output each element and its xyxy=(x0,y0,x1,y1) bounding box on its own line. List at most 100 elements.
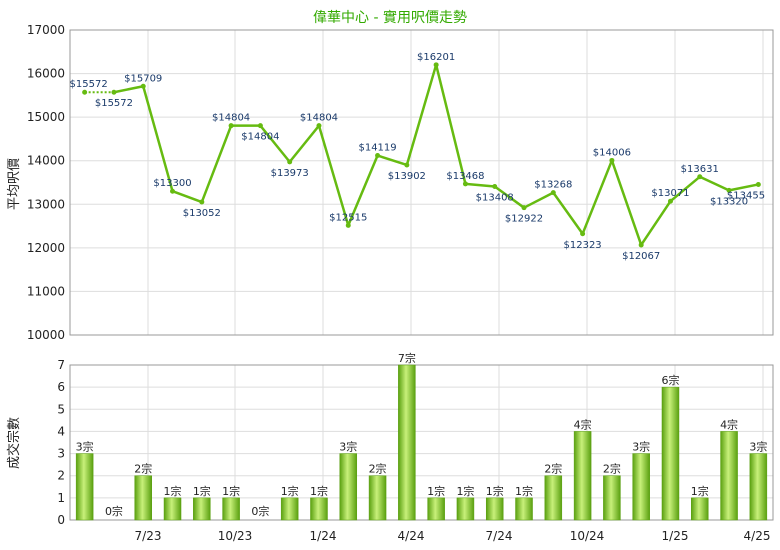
price-point xyxy=(316,123,322,129)
volume-data-label: 1宗 xyxy=(310,484,328,498)
volume-bar xyxy=(720,431,738,521)
line-y-tick-label: 15000 xyxy=(27,110,65,124)
price-point xyxy=(287,159,293,165)
price-data-label: $12515 xyxy=(329,212,367,223)
volume-data-label: 4宗 xyxy=(720,417,738,431)
price-point xyxy=(697,174,703,180)
price-data-label: $14804 xyxy=(300,113,338,124)
line-y-tick-label: 10000 xyxy=(27,328,65,342)
price-point xyxy=(492,184,498,190)
price-point xyxy=(726,187,732,193)
price-data-label: $12067 xyxy=(622,251,660,262)
volume-data-label: 6宗 xyxy=(661,373,679,387)
volume-data-label: 1宗 xyxy=(691,484,709,498)
volume-data-label: 2宗 xyxy=(134,462,152,476)
volume-data-label: 1宗 xyxy=(515,484,533,498)
bar-y-axis-label: 成交宗數 xyxy=(6,417,22,469)
volume-bar xyxy=(456,497,475,521)
volume-bar xyxy=(749,453,768,521)
price-data-label: $16201 xyxy=(417,52,455,63)
volume-bar xyxy=(691,497,709,521)
price-point xyxy=(170,188,176,194)
price-data-label: $13455 xyxy=(727,190,765,201)
volume-data-label: 2宗 xyxy=(544,462,562,476)
price-point xyxy=(667,198,673,204)
price-point xyxy=(199,199,205,205)
volume-data-label: 1宗 xyxy=(222,484,240,498)
price-data-label: $13320 xyxy=(710,196,748,207)
price-point xyxy=(433,62,439,68)
price-point xyxy=(638,242,644,248)
volume-data-label: 0宗 xyxy=(105,504,123,518)
volume-bar xyxy=(398,364,416,521)
line-y-tick-label: 11000 xyxy=(27,284,65,298)
volume-data-label: 1宗 xyxy=(193,484,211,498)
volume-bar xyxy=(339,453,358,521)
price-point xyxy=(755,181,761,187)
price-point xyxy=(580,231,586,237)
line-plot-frame xyxy=(69,29,774,336)
x-tick-label: 10/24 xyxy=(570,529,605,543)
volume-bar xyxy=(134,475,152,521)
price-point xyxy=(82,89,88,95)
line-y-axis-label: 平均呎價 xyxy=(7,158,22,210)
volume-bar xyxy=(310,497,328,521)
bar-y-tick-label: 3 xyxy=(57,447,65,461)
price-line-panel: 10000 11000 12000 13000 14000 15000 16000 17000… xyxy=(27,23,774,342)
bar-y-tick-label: 7 xyxy=(57,358,65,372)
volume-data-label: 1宗 xyxy=(456,484,474,498)
volume-data-label: 7宗 xyxy=(398,351,416,365)
price-data-label: $12323 xyxy=(564,240,602,251)
bar-y-tick-label: 4 xyxy=(57,424,65,438)
volume-data-label: 4宗 xyxy=(574,417,592,431)
x-tick-label: 1/25 xyxy=(662,529,689,543)
volume-bar xyxy=(515,497,533,521)
bar-y-tick-label: 1 xyxy=(57,491,65,505)
price-data-label: $13468 xyxy=(446,171,484,182)
volume-bar xyxy=(75,453,94,521)
price-data-label: $13631 xyxy=(681,164,719,175)
bar-y-tick-label: 6 xyxy=(57,380,65,394)
price-point xyxy=(550,190,556,196)
line-y-tick-label: 12000 xyxy=(27,241,65,255)
volume-data-label: 3宗 xyxy=(632,440,650,454)
price-data-label: $12922 xyxy=(505,214,543,225)
volume-bar xyxy=(427,497,445,521)
volume-bar xyxy=(544,475,563,521)
volume-data-label: 3宗 xyxy=(339,440,357,454)
line-y-tick-label: 17000 xyxy=(27,23,65,37)
price-data-label: $13071 xyxy=(651,188,689,199)
volume-data-label: 0宗 xyxy=(251,504,269,518)
volume-bar xyxy=(632,453,650,521)
line-y-tick-label: 16000 xyxy=(27,67,65,81)
volume-data-label: 2宗 xyxy=(603,462,621,476)
price-data-label: $13408 xyxy=(476,193,514,204)
price-data-label: $15709 xyxy=(124,73,162,84)
volume-data-label: 3宗 xyxy=(749,440,767,454)
price-data-label: $13902 xyxy=(388,171,426,182)
chart-title: 偉華中心 - 實用呎價走勢 xyxy=(313,9,467,26)
x-tick-label: 4/25 xyxy=(744,529,771,543)
price-point xyxy=(375,153,381,159)
price-point xyxy=(257,123,263,129)
price-data-label: $13268 xyxy=(534,180,572,191)
price-point xyxy=(521,205,527,211)
price-data-label: $14804 xyxy=(241,132,279,143)
price-data-label: $13052 xyxy=(183,208,221,219)
volume-bar xyxy=(485,497,504,521)
volume-bar-panel: 0 1 2 3 4 5 6 7 3宗 0宗 2宗 1宗 1宗 1宗 0宗 1宗 1宗 3宗 2宗 7宗 1宗 1宗 1宗 1宗… xyxy=(57,351,774,543)
volume-data-label: 1宗 xyxy=(281,484,299,498)
x-tick-label: 7/24 xyxy=(486,529,513,543)
price-point xyxy=(462,181,468,187)
x-tick-label: 1/24 xyxy=(310,529,337,543)
bar-y-tick-label: 2 xyxy=(57,469,65,483)
price-data-label: $14119 xyxy=(358,143,396,154)
price-point xyxy=(404,162,410,168)
price-point xyxy=(609,157,615,163)
volume-bar xyxy=(573,431,592,521)
volume-bar xyxy=(222,497,240,521)
volume-bar xyxy=(368,475,387,521)
volume-data-label: 1宗 xyxy=(427,484,445,498)
price-point xyxy=(228,123,234,129)
